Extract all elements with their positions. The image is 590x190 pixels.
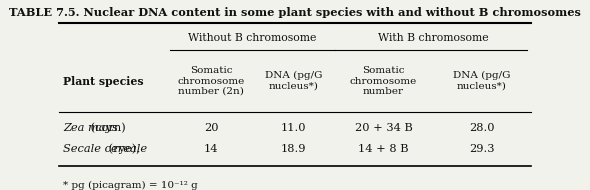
Text: 18.9: 18.9 [281,144,307,154]
Text: 11.0: 11.0 [281,123,307,133]
Text: Secale cereale: Secale cereale [64,144,148,154]
Text: Somatic
chromosome
number: Somatic chromosome number [350,66,417,96]
Text: Somatic
chromosome
number (2n): Somatic chromosome number (2n) [178,66,245,96]
Text: 14 + 8 B: 14 + 8 B [358,144,409,154]
Text: DNA (pg/G
nucleus*): DNA (pg/G nucleus*) [453,71,510,91]
Text: Zea mays: Zea mays [64,123,118,133]
Text: (rye),: (rye), [105,143,140,154]
Text: Plant species: Plant species [64,76,144,87]
Text: 29.3: 29.3 [469,144,494,154]
Text: 20: 20 [204,123,218,133]
Text: With B chromosome: With B chromosome [378,33,489,43]
Text: DNA (pg/G
nucleus*): DNA (pg/G nucleus*) [265,71,323,91]
Text: * pg (picagram) = 10⁻¹² g: * pg (picagram) = 10⁻¹² g [64,180,198,190]
Text: Without B chromosome: Without B chromosome [188,33,317,43]
Text: 28.0: 28.0 [469,123,494,133]
Text: TABLE 7.5. Nuclear DNA content in some plant species with and without B chromoso: TABLE 7.5. Nuclear DNA content in some p… [9,7,581,18]
Text: (corn): (corn) [87,123,126,133]
Text: 20 + 34 B: 20 + 34 B [355,123,412,133]
Text: 14: 14 [204,144,218,154]
